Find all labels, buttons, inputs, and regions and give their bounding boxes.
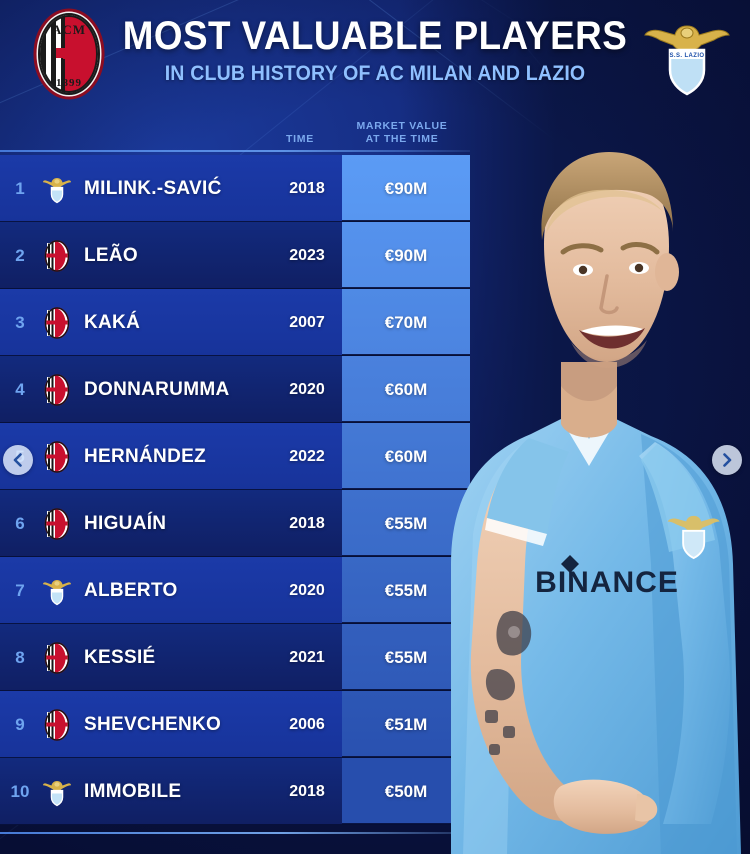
- svg-text:ACM: ACM: [52, 22, 86, 37]
- table-row[interactable]: 6 HIGUAÍN 2018 €55M: [0, 490, 470, 557]
- row-market-value: €55M: [342, 557, 470, 624]
- row-club-badge: [40, 708, 74, 741]
- row-rank: 3: [15, 312, 25, 332]
- row-player-name: MILINK.-SAVIĆ: [84, 177, 222, 199]
- row-player-name: IMMOBILE: [84, 780, 182, 802]
- table-row[interactable]: 9 SHEVCHENKO 2006 €51M: [0, 691, 470, 758]
- header: MOST VALUABLE PLAYERS IN CLUB HISTORY OF…: [0, 0, 750, 104]
- column-header-market-value-line2: AT THE TIME: [365, 133, 439, 145]
- row-market-value: €60M: [342, 356, 470, 423]
- svg-text:S.S. LAZIO: S.S. LAZIO: [669, 53, 704, 59]
- row-club-badge: [40, 174, 74, 204]
- row-club-badge: [40, 440, 74, 473]
- row-rank: 6: [15, 513, 25, 533]
- column-header-market-value: MARKET VALUE AT THE TIME: [342, 120, 462, 146]
- row-rank: 10: [10, 781, 30, 801]
- ac-milan-badge-icon: [44, 440, 70, 473]
- prev-button[interactable]: [3, 445, 33, 475]
- ac-milan-badge-icon: [44, 641, 70, 674]
- row-year: 2021: [289, 648, 325, 666]
- table-row[interactable]: 5 HERNÁNDEZ 2022 €60M: [0, 423, 470, 490]
- row-player-name: KAKÁ: [84, 311, 141, 333]
- table-top-divider: [0, 150, 470, 152]
- lazio-crest: S.S. LAZIO: [644, 25, 730, 96]
- jersey-lazio-crest: [667, 515, 720, 560]
- table-bottom-divider: [0, 832, 470, 834]
- row-player-name: HIGUAÍN: [84, 512, 167, 534]
- row-club-badge: [40, 777, 74, 807]
- lazio-badge-icon: [43, 579, 71, 605]
- row-player-name: LEÃO: [84, 244, 138, 266]
- chevron-right-icon: [723, 453, 732, 467]
- ac-milan-badge-icon: [44, 708, 70, 741]
- lazio-badge-icon: [43, 780, 71, 806]
- row-player-name: SHEVCHENKO: [84, 713, 222, 735]
- next-button[interactable]: [712, 445, 742, 475]
- ac-milan-badge-icon: [44, 373, 70, 406]
- jersey-sponsor-text: BINANCE: [535, 566, 679, 599]
- row-market-value: €70M: [342, 289, 470, 356]
- row-rank: 8: [15, 647, 25, 667]
- row-rank: 1: [15, 178, 25, 198]
- row-club-badge: [40, 239, 74, 272]
- row-market-value: €51M: [342, 691, 470, 758]
- row-club-badge: [40, 641, 74, 674]
- row-rank: 4: [15, 379, 25, 399]
- row-rank: 2: [15, 245, 25, 265]
- chevron-left-icon: [13, 453, 22, 467]
- row-market-value: €55M: [342, 624, 470, 691]
- row-rank: 7: [15, 580, 25, 600]
- table-row[interactable]: 8 KESSIÉ 2021 €55M: [0, 624, 470, 691]
- table-row[interactable]: 7 ALBERTO 2020 €55M: [0, 557, 470, 624]
- row-year: 2018: [289, 782, 325, 800]
- ac-milan-crest: ACM 1899: [33, 8, 105, 100]
- row-club-badge: [40, 507, 74, 540]
- page-subtitle: IN CLUB HISTORY OF AC MILAN AND LAZIO: [164, 62, 586, 85]
- page-title: MOST VALUABLE PLAYERS: [122, 14, 628, 58]
- row-year: 2020: [289, 380, 325, 398]
- row-year: 2020: [289, 581, 325, 599]
- table-row[interactable]: 2 LEÃO 2023 €90M: [0, 222, 470, 289]
- players-table: 1 MILINK.-SAVIĆ 2018 €90M 2 LEÃO 2023: [0, 155, 470, 825]
- lazio-badge-icon: [43, 177, 71, 203]
- row-player-name: HERNÁNDEZ: [84, 445, 206, 467]
- row-club-badge: [40, 576, 74, 606]
- table-row[interactable]: 3 KAKÁ 2007 €70M: [0, 289, 470, 356]
- row-market-value: €55M: [342, 490, 470, 557]
- row-club-badge: [40, 306, 74, 339]
- ac-milan-badge-icon: [44, 507, 70, 540]
- row-year: 2023: [289, 246, 325, 264]
- table-row[interactable]: 4 DONNARUMMA 2020 €60M: [0, 356, 470, 423]
- table-row[interactable]: 1 MILINK.-SAVIĆ 2018 €90M: [0, 155, 470, 222]
- row-rank: 9: [15, 714, 25, 734]
- row-player-name: DONNARUMMA: [84, 378, 230, 400]
- ac-milan-badge-icon: [44, 306, 70, 339]
- player-photo: BINANCE: [451, 152, 741, 854]
- row-year: 2018: [289, 179, 325, 197]
- row-year: 2022: [289, 447, 325, 465]
- row-market-value: €90M: [342, 155, 470, 222]
- column-header-time: TIME: [286, 133, 314, 145]
- table-row[interactable]: 10 IMMOBILE 2018 €50M: [0, 758, 470, 825]
- svg-text:1899: 1899: [56, 77, 82, 89]
- column-header-market-value-line1: MARKET VALUE: [356, 120, 448, 132]
- row-player-name: KESSIÉ: [84, 646, 156, 668]
- row-year: 2007: [289, 313, 325, 331]
- row-player-name: ALBERTO: [84, 579, 178, 601]
- row-club-badge: [40, 373, 74, 406]
- ac-milan-badge-icon: [44, 239, 70, 272]
- row-year: 2018: [289, 514, 325, 532]
- row-year: 2006: [289, 715, 325, 733]
